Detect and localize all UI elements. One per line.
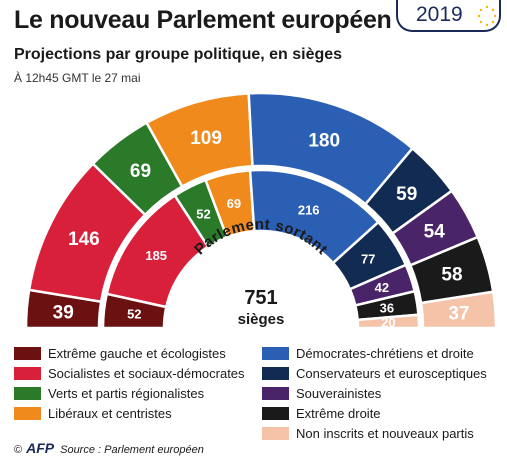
inner-ring [101, 168, 421, 330]
outer-seat-label: 37 [448, 303, 469, 324]
legend-label: Souverainistes [296, 386, 382, 401]
outer-ring [24, 91, 498, 330]
eu-stars-icon [477, 5, 497, 27]
inner-seat-label: 216 [298, 202, 320, 217]
inner-seat-label: 77 [361, 252, 375, 267]
legend-swatch [14, 347, 41, 360]
outer-seat-label: 109 [190, 128, 222, 149]
outer-seat-label: 39 [53, 303, 74, 324]
legend-swatch [14, 367, 41, 380]
center-total: 751 [244, 287, 277, 309]
legend-label: Non inscrits et nouveaux partis [296, 426, 474, 441]
legend-label: Extrême droite [296, 406, 381, 421]
legend-swatch [14, 407, 41, 420]
legend-label: Démocrates-chrétiens et droite [296, 346, 474, 361]
outer-seat-label: 54 [424, 222, 446, 243]
inner-seat-label: 36 [380, 300, 394, 315]
inner-seat-label: 185 [145, 248, 167, 263]
inner-seat-label: 42 [375, 280, 389, 295]
afp-logo: AFP [26, 440, 55, 456]
outer-seat-label: 146 [68, 229, 100, 250]
outer-seat-label: 69 [130, 161, 151, 182]
inner-seat-label: 69 [227, 196, 241, 211]
center-unit: sièges [238, 311, 285, 328]
outer-segment [419, 290, 498, 330]
outer-seat-label: 59 [396, 184, 417, 205]
inner-segment [356, 313, 421, 330]
legend-label: Extrême gauche et écologistes [48, 346, 226, 361]
source-line: © AFP Source : Parlement européen [14, 440, 204, 456]
outer-seat-label: 58 [441, 265, 462, 286]
legend-swatch [262, 387, 289, 400]
chart-subtitle: Projections par groupe politique, en siè… [14, 46, 343, 63]
legend-label: Socialistes et sociaux-démocrates [48, 366, 245, 381]
chart-title: Le nouveau Parlement européen [14, 6, 392, 34]
inner-seat-label: 20 [381, 315, 395, 330]
legend-swatch [262, 347, 289, 360]
legend-swatch [14, 387, 41, 400]
source-text: Source : Parlement européen [60, 444, 204, 456]
legend-swatch [262, 427, 289, 440]
year-badge: 2019 [396, 0, 501, 32]
legend-label: Conservateurs et eurosceptiques [296, 366, 487, 381]
outer-seat-label: 180 [308, 131, 340, 152]
year-label: 2019 [416, 3, 463, 26]
inner-seat-label: 52 [196, 207, 210, 222]
inner-seat-label: 52 [127, 307, 141, 322]
legend-label: Verts et partis régionalistes [48, 386, 205, 401]
legend-swatch [262, 407, 289, 420]
legend-label: Libéraux et centristes [48, 406, 172, 421]
copyright-symbol: © [14, 444, 23, 456]
legend-swatch [262, 367, 289, 380]
timestamp: À 12h45 GMT le 27 mai [14, 71, 141, 85]
